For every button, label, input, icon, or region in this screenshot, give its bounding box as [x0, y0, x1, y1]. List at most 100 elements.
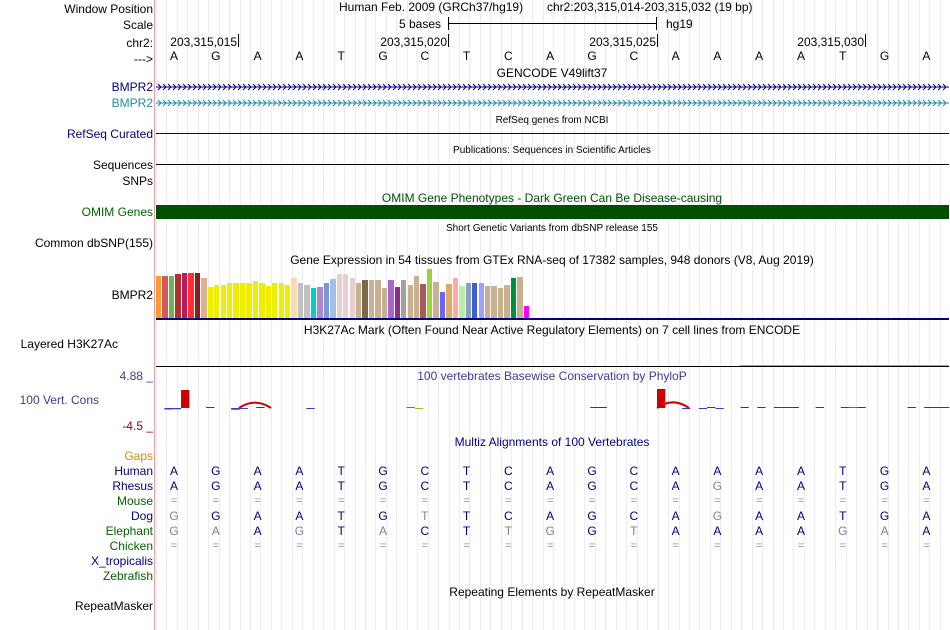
gtex-bar[interactable]	[497, 288, 504, 318]
gtex-bar[interactable]	[214, 285, 220, 318]
gtex-bar-chart[interactable]	[156, 264, 556, 318]
gtex-bar[interactable]	[207, 287, 213, 318]
gtex-bar[interactable]	[239, 283, 246, 318]
gtex-bar[interactable]	[368, 280, 375, 318]
gtex-bar[interactable]	[317, 287, 323, 318]
gtex-bar[interactable]	[194, 273, 201, 318]
omim-gene-bar[interactable]	[156, 205, 949, 219]
species-label-human[interactable]: Human	[114, 464, 153, 478]
grid-line	[564, 0, 565, 630]
species-label-zebrafish[interactable]: Zebrafish	[102, 569, 153, 583]
species-label-dog[interactable]: Dog	[130, 509, 153, 523]
gtex-bar[interactable]	[446, 284, 452, 318]
gtex-bar[interactable]	[181, 273, 188, 318]
dna-base: A	[671, 49, 680, 63]
sequences-label[interactable]: Sequences	[92, 158, 153, 172]
gtex-bar[interactable]	[394, 287, 401, 318]
dna-base: G	[587, 49, 597, 63]
alignment-base: =	[672, 495, 679, 507]
gtex-bar[interactable]	[401, 280, 407, 318]
gencode-transcript-2[interactable]	[156, 98, 949, 108]
gtex-bar[interactable]	[310, 288, 317, 318]
gtex-bar[interactable]	[285, 285, 291, 318]
phylop-bar	[815, 407, 824, 408]
phylop-bar	[206, 407, 215, 408]
gtex-bar[interactable]	[233, 283, 239, 318]
gtex-label[interactable]: BMPR2	[111, 288, 153, 302]
species-label-chicken[interactable]: Chicken	[109, 539, 153, 553]
gtex-bar[interactable]	[297, 283, 304, 318]
refseq-line[interactable]	[156, 133, 949, 134]
phylop-label[interactable]: 100 Vert. Cons	[19, 393, 99, 407]
species-label-x_tropicalis[interactable]: X_tropicalis	[90, 554, 153, 568]
grid-line	[323, 0, 324, 630]
gtex-bar[interactable]	[323, 283, 330, 318]
h3k27ac-signal[interactable]	[740, 365, 949, 366]
gtex-bar[interactable]	[439, 292, 446, 318]
phylop-bar	[707, 407, 716, 408]
gtex-bar[interactable]	[517, 277, 523, 318]
alignment-base: T	[504, 524, 513, 538]
grid-line	[710, 0, 711, 630]
gtex-bar[interactable]	[355, 283, 362, 318]
species-label-mouse[interactable]: Mouse	[116, 494, 153, 508]
gtex-bar[interactable]	[156, 276, 162, 318]
gtex-bar[interactable]	[265, 286, 272, 318]
gtex-bar[interactable]	[304, 285, 310, 318]
species-label-elephant[interactable]: Elephant	[105, 524, 153, 538]
gtex-bar[interactable]	[433, 282, 439, 318]
gtex-bar[interactable]	[343, 274, 349, 318]
gtex-bar[interactable]	[459, 286, 465, 318]
gtex-bar[interactable]	[510, 278, 517, 318]
gtex-bar[interactable]	[201, 278, 207, 318]
gencode-transcript-1[interactable]	[156, 82, 949, 92]
gtex-bar[interactable]	[523, 306, 530, 318]
refseq-label[interactable]: RefSeq Curated	[66, 127, 153, 141]
gtex-bar[interactable]	[220, 285, 226, 318]
gtex-bar[interactable]	[484, 286, 491, 318]
repeatmasker-label[interactable]: RepeatMasker	[74, 599, 153, 613]
gtex-bar[interactable]	[362, 280, 368, 318]
gtex-bar[interactable]	[407, 285, 413, 318]
gtex-bar[interactable]	[226, 283, 233, 318]
gtex-bar[interactable]	[168, 276, 175, 318]
gtex-bar[interactable]	[491, 286, 497, 318]
gtex-bar[interactable]	[272, 283, 278, 318]
omim-label[interactable]: OMIM Genes	[81, 205, 153, 219]
gtex-bar[interactable]	[349, 278, 355, 318]
alignment-base: =	[839, 540, 847, 552]
h3k27ac-label[interactable]: Layered H3K27Ac	[20, 337, 118, 351]
gtex-bar[interactable]	[336, 274, 342, 318]
gtex-bar[interactable]	[414, 276, 420, 318]
dbsnp-label[interactable]: Common dbSNP(155)	[34, 236, 153, 250]
gtex-bar[interactable]	[478, 283, 484, 318]
gtex-bar[interactable]	[375, 280, 381, 318]
gtex-bar[interactable]	[452, 278, 459, 318]
gtex-bar[interactable]	[175, 274, 181, 318]
gtex-bar[interactable]	[330, 279, 336, 318]
gtex-bar[interactable]	[259, 283, 265, 318]
gtex-bar[interactable]	[278, 283, 284, 318]
species-label-rhesus[interactable]: Rhesus	[112, 479, 153, 493]
alignment-base: G	[838, 524, 848, 538]
gencode-track-label-1[interactable]: BMPR2	[111, 80, 153, 94]
gtex-bar[interactable]	[388, 280, 394, 318]
snps-label[interactable]: SNPs	[122, 174, 153, 188]
dna-base: A	[922, 49, 931, 63]
gtex-bar[interactable]	[381, 288, 388, 318]
gtex-bar[interactable]	[188, 273, 194, 318]
phylop-wiggle[interactable]	[156, 386, 950, 426]
gencode-track-label-2[interactable]: BMPR2	[111, 96, 153, 110]
gtex-bar[interactable]	[252, 281, 259, 318]
publications-line[interactable]	[156, 164, 949, 165]
gtex-bar[interactable]	[246, 283, 252, 318]
gtex-bar[interactable]	[420, 284, 426, 318]
grid-line	[490, 0, 491, 630]
gtex-bar[interactable]	[426, 269, 433, 318]
gtex-bar[interactable]	[291, 278, 297, 318]
gtex-bar[interactable]	[504, 285, 510, 318]
gtex-bar[interactable]	[465, 283, 471, 318]
gtex-bar[interactable]	[472, 283, 478, 318]
gtex-bar[interactable]	[162, 276, 168, 318]
